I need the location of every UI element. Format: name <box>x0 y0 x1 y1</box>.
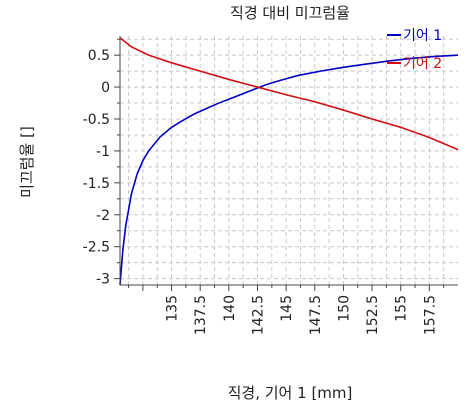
axes <box>119 36 458 286</box>
y-tick-label: 0 <box>101 80 110 96</box>
x-axis-label: 직경, 기어 1 [mm] <box>228 384 353 402</box>
y-axis-label: 미끄럼율 [] <box>18 126 36 198</box>
y-tick-label: -1 <box>96 144 110 160</box>
x-tick-label: 140 <box>222 295 238 322</box>
x-tick-label: 150 <box>336 295 352 322</box>
series-lines <box>119 37 459 286</box>
y-tick-label: -2.5 <box>83 240 110 256</box>
legend: 기어 1 기어 2 <box>387 28 442 72</box>
x-tick-label: 145 <box>279 295 295 322</box>
y-tick-label: -3 <box>96 272 110 288</box>
legend-label-1: 기어 1 <box>403 28 442 44</box>
y-tick-label: -2 <box>96 208 110 224</box>
x-tick-label: 135 <box>165 295 181 322</box>
series-line-1 <box>119 54 459 286</box>
x-tick-label: 152.5 <box>365 295 381 335</box>
x-tick-label: 142.5 <box>250 295 266 335</box>
y-ticks: 0.5 0 -0.5 -1 -1.5 -2 -2.5 -3 <box>83 38 120 288</box>
series-line-2 <box>119 37 459 151</box>
chart-title: 직경 대비 미끄럼율 <box>230 4 350 22</box>
x-tick-label: 147.5 <box>308 295 324 335</box>
y-tick-label: -0.5 <box>83 112 110 128</box>
legend-label-2: 기어 2 <box>403 56 442 72</box>
x-ticks: 135 137.5 140 142.5 145 147.5 150 152.5 155 157.5 <box>128 285 445 335</box>
x-tick-label: 157.5 <box>422 295 438 335</box>
y-tick-label: -1.5 <box>83 176 110 192</box>
x-tick-label: 155 <box>394 295 410 322</box>
x-tick-label: 137.5 <box>193 295 209 335</box>
grid <box>120 36 458 285</box>
y-tick-label: 0.5 <box>88 48 110 64</box>
